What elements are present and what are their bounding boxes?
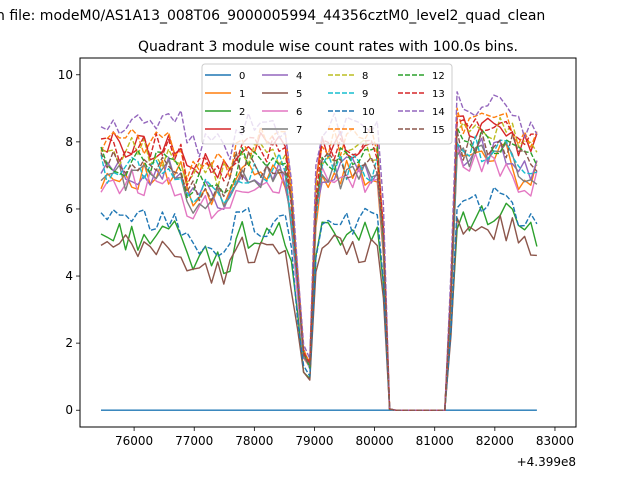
y-tick-label: 8 [65,135,73,149]
x-tick-label: 76000 [115,434,153,448]
legend-label-2: 2 [239,107,245,118]
x-tick-label: 77000 [175,434,213,448]
figure-suptitle: n file: modeM0/AS1A13_008T06_9000005994_… [0,8,545,24]
y-axis: 0 2 4 6 8 10 [58,68,80,417]
legend-label-7: 7 [296,125,302,136]
chart-title: Quadrant 3 module wise count rates with … [138,39,518,55]
legend-label-1: 1 [239,89,245,100]
legend-box [201,63,453,145]
y-tick-label: 6 [65,202,73,216]
x-tick-label: 80000 [356,434,394,448]
series-line-11 [100,107,538,411]
y-tick-label: 2 [65,336,73,350]
legend-label-11: 11 [362,125,375,136]
legend-label-6: 6 [296,107,302,118]
legend-label-13: 13 [432,89,445,100]
series-line-12 [100,126,538,411]
x-tick-label: 81000 [416,434,454,448]
x-offset-label: +4.399e8 [517,455,576,469]
plot-series [100,91,538,411]
x-tick-label: 78000 [235,434,273,448]
series-line-9 [100,135,538,411]
x-tick-label: 82000 [476,434,514,448]
x-tick-label: 79000 [295,434,333,448]
legend-label-9: 9 [362,89,368,100]
y-tick-label: 4 [65,269,73,283]
series-line-13 [100,118,537,411]
series-line-10 [100,186,538,411]
legend-label-5: 5 [296,89,302,100]
legend-label-10: 10 [362,107,375,118]
x-axis: 76000 77000 78000 79000 80000 81000 82000 83000 [115,427,574,448]
x-tick-label: 83000 [536,434,574,448]
legend-label-3: 3 [239,125,245,136]
series-line-15 [100,130,538,411]
plot-frame [79,57,577,428]
legend-label-12: 12 [432,71,445,82]
series-line-5 [100,214,537,411]
y-tick-label: 10 [58,68,73,82]
y-tick-label: 0 [65,403,73,417]
series-line-2 [100,202,538,411]
legend-label-0: 0 [239,71,245,82]
legend-label-4: 4 [296,71,302,82]
legend-label-15: 15 [432,125,445,136]
series-line-14 [100,91,538,411]
legend-label-14: 14 [432,107,445,118]
legend-label-8: 8 [362,71,368,82]
